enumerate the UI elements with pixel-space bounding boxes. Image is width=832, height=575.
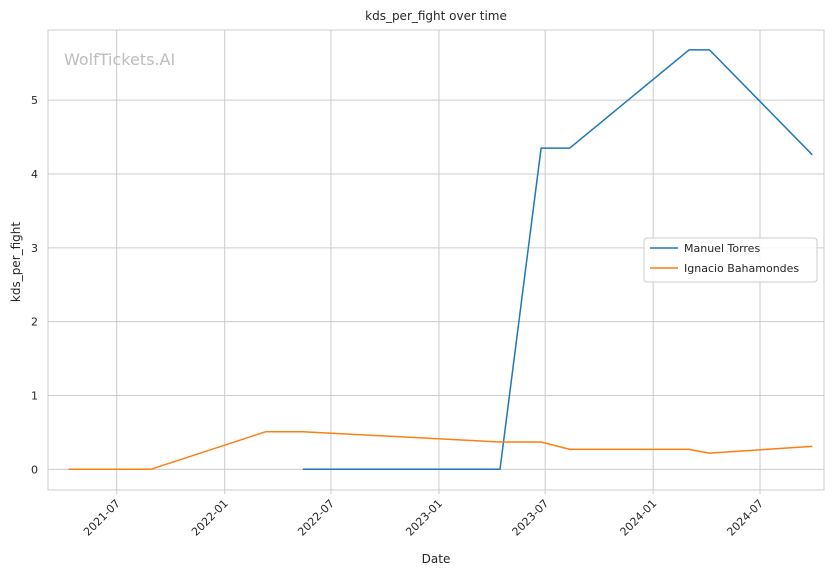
- y-axis-ticks: 0 1 2 3 4 5: [31, 94, 38, 476]
- chart-title: kds_per_fight over time: [365, 9, 507, 23]
- plot-frame: [47, 29, 825, 491]
- legend-box: [643, 237, 818, 283]
- legend-label-manuel-torres: Manuel Torres: [684, 242, 760, 255]
- legend-label-ignacio-bahamondes: Ignacio Bahamondes: [684, 262, 799, 275]
- y-tick-label: 4: [31, 168, 38, 181]
- y-tick-label: 3: [31, 242, 38, 255]
- series-line-ignacio-bahamondes: [68, 430, 813, 471]
- y-tick-label: 0: [31, 463, 38, 476]
- y-tick-label: 5: [31, 94, 38, 107]
- y-axis-label: kds_per_fight: [9, 222, 23, 303]
- series-line-manuel-torres: [302, 49, 813, 471]
- x-axis-label: Date: [422, 552, 451, 566]
- y-tick-label: 1: [31, 389, 38, 402]
- y-tick-label: 2: [31, 316, 38, 329]
- watermark: WolfTickets.AI: [64, 50, 175, 69]
- series-layer: [68, 49, 813, 471]
- legend: Manuel Torres Ignacio Bahamondes: [643, 237, 818, 283]
